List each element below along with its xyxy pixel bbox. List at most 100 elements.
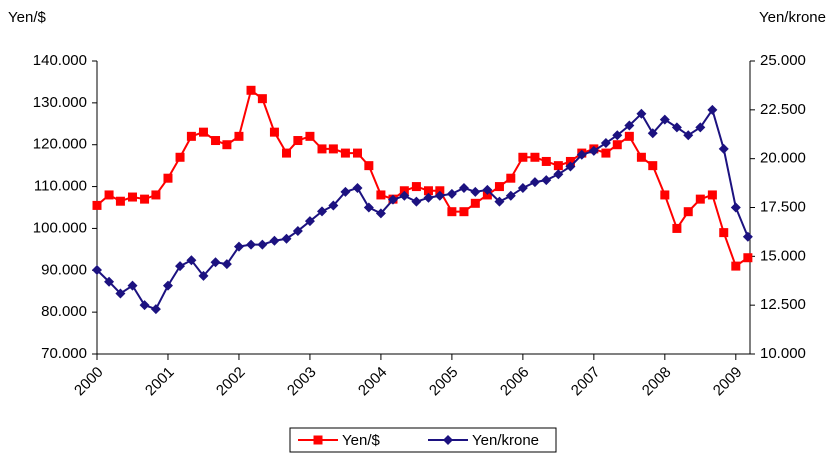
marker: [458, 182, 469, 193]
marker: [198, 270, 209, 281]
marker: [127, 192, 137, 202]
y2-tick-label: 10.000: [760, 345, 806, 362]
marker: [293, 136, 303, 146]
marker: [660, 190, 670, 200]
marker: [672, 223, 682, 233]
marker: [150, 304, 161, 315]
marker: [553, 169, 564, 180]
x-tick-label: 2003: [284, 364, 320, 400]
marker: [636, 152, 646, 162]
marker: [435, 186, 445, 196]
series-line: [96, 88, 749, 268]
y2-axis-label: Yen/krone: [759, 9, 826, 26]
marker: [399, 186, 409, 196]
marker: [683, 130, 694, 141]
marker: [352, 182, 363, 193]
marker: [186, 131, 196, 141]
legend-label: Yen/$: [342, 432, 380, 449]
marker: [671, 122, 682, 133]
marker: [364, 161, 374, 171]
marker: [600, 138, 611, 149]
x-tick-label: 2000: [71, 364, 107, 400]
marker: [269, 235, 280, 246]
marker: [470, 198, 480, 208]
marker: [707, 104, 718, 115]
marker: [92, 265, 102, 276]
x-tick-label: 2007: [568, 364, 604, 400]
legend-label: Yen/krone: [472, 432, 539, 449]
marker: [104, 190, 114, 200]
marker: [292, 225, 303, 236]
marker: [443, 435, 453, 445]
marker: [695, 194, 705, 204]
marker: [459, 207, 469, 217]
marker: [434, 190, 445, 201]
y-tick-label: 120.000: [33, 136, 87, 153]
marker: [221, 259, 232, 270]
marker: [482, 190, 492, 200]
marker: [541, 175, 552, 186]
marker: [304, 216, 315, 227]
marker: [387, 194, 398, 205]
marker: [198, 127, 208, 137]
marker: [505, 190, 516, 201]
marker: [246, 85, 256, 95]
y-axis-label: Yen/$: [8, 9, 46, 26]
marker: [647, 128, 658, 139]
marker: [222, 140, 232, 150]
marker: [328, 200, 339, 211]
marker: [246, 239, 257, 250]
marker: [186, 255, 197, 266]
y-tick-label: 130.000: [33, 94, 87, 111]
marker: [695, 122, 706, 133]
marker: [375, 208, 386, 219]
marker: [659, 114, 670, 125]
marker: [411, 182, 421, 192]
marker: [211, 136, 221, 146]
marker: [317, 206, 328, 217]
marker: [376, 190, 386, 200]
y-tick-label: 140.000: [33, 52, 87, 69]
marker: [328, 144, 338, 154]
marker: [281, 233, 292, 244]
marker: [565, 156, 575, 166]
marker: [92, 200, 102, 210]
marker: [612, 140, 622, 150]
marker: [175, 261, 186, 272]
marker: [162, 280, 173, 291]
marker: [612, 130, 623, 141]
marker: [151, 190, 161, 200]
marker: [553, 161, 563, 171]
marker: [233, 241, 244, 252]
y2-tick-label: 15.000: [760, 247, 806, 264]
marker: [541, 156, 551, 166]
marker: [494, 182, 504, 192]
marker: [470, 186, 481, 197]
marker: [731, 261, 741, 271]
marker: [127, 280, 138, 291]
y2-tick-label: 12.500: [760, 296, 806, 313]
marker: [257, 239, 268, 250]
x-tick-label: 2008: [639, 364, 675, 400]
marker: [636, 108, 647, 119]
marker: [139, 300, 150, 311]
marker: [163, 173, 173, 183]
y2-tick-label: 17.500: [760, 198, 806, 215]
x-tick-label: 2002: [213, 364, 249, 400]
marker: [719, 228, 729, 238]
x-tick-label: 2001: [142, 364, 178, 400]
marker: [282, 148, 292, 158]
marker: [175, 152, 185, 162]
legend: Yen/$ Yen/krone: [289, 427, 557, 453]
marker: [529, 177, 540, 188]
marker: [506, 173, 516, 183]
marker: [399, 190, 410, 201]
marker: [517, 182, 528, 193]
x-tick-label: 2006: [497, 364, 533, 400]
marker: [707, 190, 717, 200]
y-tick-label: 80.000: [41, 303, 87, 320]
marker: [234, 131, 244, 141]
marker: [340, 148, 350, 158]
marker: [210, 257, 221, 268]
